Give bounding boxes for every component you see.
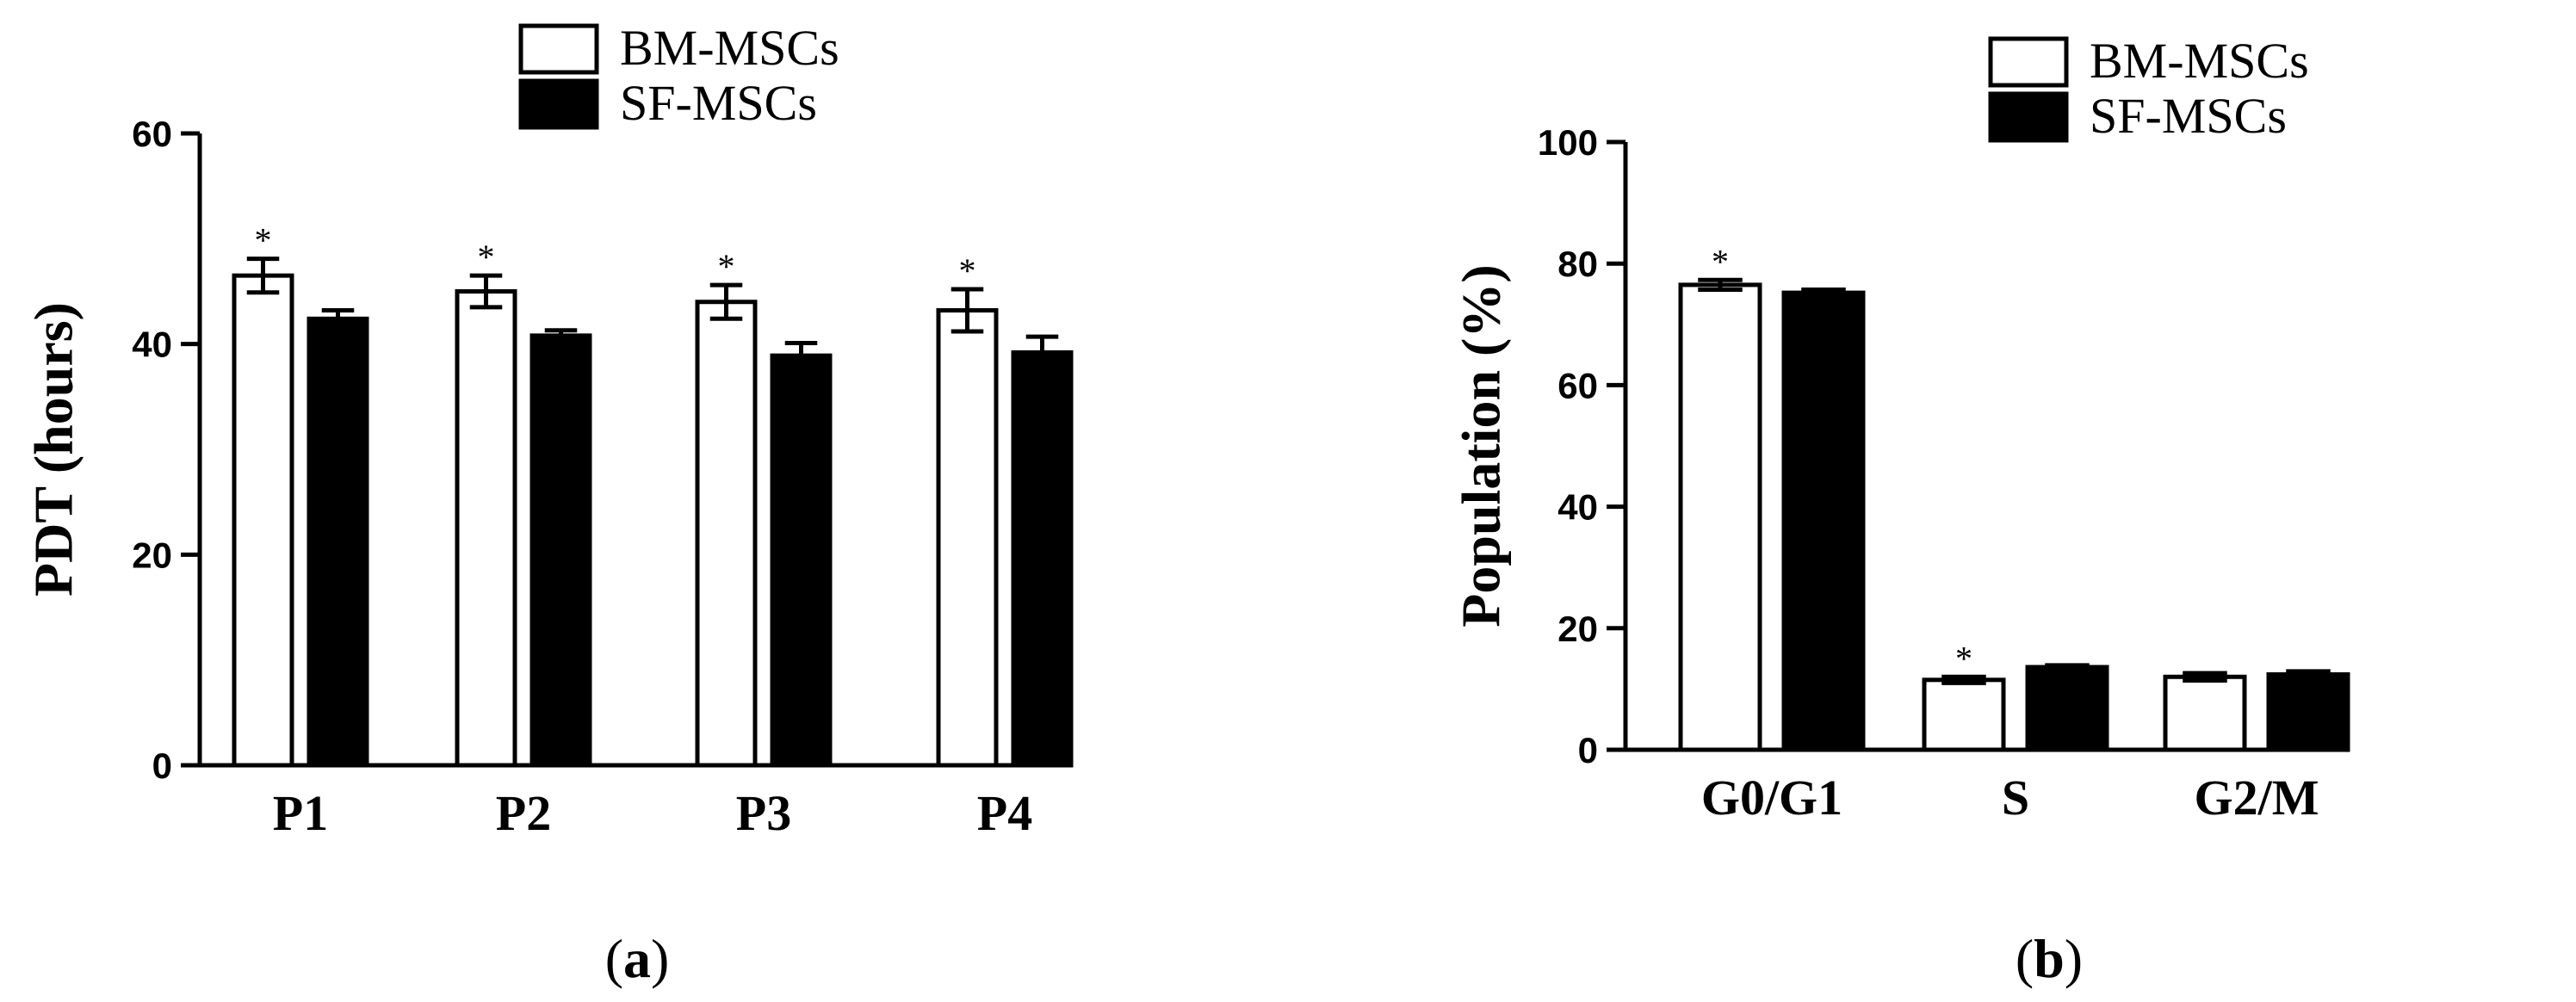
y-tick-label: 40: [132, 325, 172, 365]
panel-label-letter: b: [2034, 928, 2065, 989]
significance-asterisk: *: [255, 221, 272, 260]
significance-asterisk: *: [1712, 242, 1729, 281]
panel-label-paren-open: (: [2016, 928, 2034, 989]
legend-label: BM-MSCs: [620, 20, 839, 76]
y-axis-label: PDT (hours): [23, 302, 84, 597]
chart-panel-a: 0 20 40 60 PDT (hours) * P1 * P2 * P3 * P4 BM-MSCsSF-…: [23, 20, 1074, 989]
y-tick-label: 40: [1557, 487, 1598, 528]
legend-label: BM-MSCs: [2090, 33, 2309, 89]
bar-bm-g2m: [2163, 674, 2247, 752]
legend-swatch: [518, 23, 599, 75]
significance-asterisk: *: [478, 238, 495, 276]
legend-label: SF-MSCs: [620, 75, 817, 131]
bar-bm-g0g1: [1678, 282, 1762, 752]
panel-label-letter: a: [623, 928, 651, 989]
bar-bm-p3: [695, 300, 758, 768]
significance-asterisk: *: [959, 251, 976, 290]
y-tick-label: 60: [1557, 365, 1598, 405]
bar-sf-p4: [1011, 349, 1074, 768]
legend-swatch: [1988, 36, 2069, 88]
bar-bm-s: [1922, 677, 2006, 752]
panel-label-paren-open: (: [605, 928, 623, 989]
panel-label: (b): [2016, 928, 2083, 989]
x-tick-label: P3: [736, 785, 791, 841]
panel-label: (a): [605, 928, 670, 989]
panel-label-paren-close: ): [2065, 928, 2083, 989]
significance-asterisk: *: [1955, 639, 1972, 677]
x-tick-label: P4: [977, 785, 1032, 841]
significance-asterisk: *: [718, 247, 735, 286]
chart-panel-b: 0 20 40 60 80 100 Population (%) * G0/G1 * S G2/M BM…: [1451, 33, 2350, 989]
legend-label: SF-MSCs: [2090, 88, 2287, 144]
bar-sf-s: [2025, 665, 2109, 752]
x-tick-label: P1: [273, 785, 328, 841]
bar-bm-p1: [232, 273, 294, 768]
bar-sf-p1: [307, 316, 369, 768]
bar-bm-p2: [455, 289, 517, 768]
y-axis-label: Population (%): [1451, 264, 1512, 627]
bar-sf-p3: [770, 353, 833, 768]
bar-bm-p4: [936, 308, 999, 768]
y-tick-label: 0: [152, 745, 172, 786]
x-tick-label: P2: [496, 785, 551, 841]
x-tick-label: G0/G1: [1701, 770, 1842, 826]
y-tick-label: 20: [132, 535, 172, 575]
bar-sf-g2m: [2266, 671, 2350, 752]
y-tick-label: 20: [1557, 609, 1598, 649]
bar-sf-p2: [529, 333, 592, 768]
legend-swatch: [518, 78, 599, 130]
bar-sf-g0g1: [1781, 290, 1866, 752]
y-tick-label: 100: [1538, 122, 1598, 163]
y-tick-label: 60: [132, 114, 172, 154]
legend-swatch: [1988, 91, 2069, 143]
x-tick-label: S: [2002, 770, 2029, 826]
x-tick-label: G2/M: [2195, 770, 2319, 826]
panel-label-paren-close: ): [651, 928, 669, 989]
y-tick-label: 80: [1557, 244, 1598, 284]
y-tick-label: 0: [1578, 730, 1598, 770]
